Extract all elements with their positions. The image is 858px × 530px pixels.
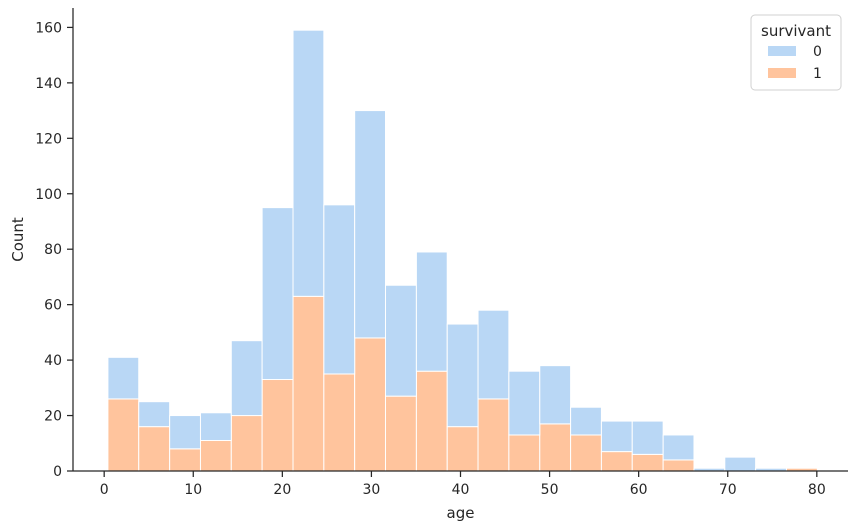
bar-survivant-1-bin-15 [570,434,602,472]
bar-survivant-0-bin-1 [138,401,171,428]
x-tick-label: 20 [273,482,291,498]
bar-survivant-0-bin-10 [415,251,448,372]
x-tick-label: 40 [452,482,470,498]
y-tick-label: 120 [35,131,62,147]
bar-survivant-0-bin-20 [724,456,757,472]
x-tick-label: 80 [808,482,826,498]
bar-survivant-0-bin-13 [508,370,541,436]
bar-survivant-1-bin-14 [539,423,572,472]
bar-survivant-0-bin-4 [230,340,263,417]
bar-survivant-0-bin-14 [539,365,572,425]
legend-swatch-1 [768,68,796,78]
bar-survivant-1-bin-8 [354,337,386,472]
bar-survivant-1-bin-0 [107,398,140,472]
bar-survivant-1-bin-6 [292,295,325,472]
y-tick-label: 140 [35,76,62,92]
bar-survivant-1-bin-7 [323,373,356,472]
x-tick-label: 60 [630,482,648,498]
bar-survivant-1-bin-13 [508,434,541,472]
bar-survivant-0-bin-2 [169,415,201,450]
bar-survivant-0-bin-17 [631,420,664,455]
y-tick-label: 60 [44,298,62,314]
bar-survivant-0-bin-16 [600,420,633,453]
y-tick-label: 80 [44,242,62,258]
bar-survivant-0-bin-9 [384,284,417,397]
bar-survivant-0-bin-8 [354,110,386,339]
bar-survivant-0-bin-12 [477,309,510,400]
y-tick-label: 40 [44,353,62,369]
y-tick-label: 0 [53,464,62,480]
legend-label-1: 1 [813,66,822,82]
legend: survivant 01 [750,14,842,91]
bar-survivant-0-bin-6 [292,29,325,297]
legend-items: 01 [768,44,822,82]
bar-survivant-0-bin-7 [323,204,356,375]
bar-survivant-1-bin-16 [600,451,633,472]
y-tick-label: 20 [44,409,62,425]
y-tick-label: 160 [35,20,62,36]
x-axis-label: age [447,504,475,522]
bar-survivant-1-bin-18 [662,459,695,472]
y-tick-label: 100 [35,187,62,203]
bar-survivant-0-bin-5 [261,207,294,381]
bar-survivant-1-bin-2 [169,448,201,472]
bar-survivant-1-bin-1 [138,426,171,472]
x-tick-label: 0 [100,482,109,498]
legend-title: survivant [761,22,831,40]
bar-survivant-1-bin-10 [415,370,448,472]
bar-survivant-0-bin-11 [446,323,479,428]
bar-survivant-0-bin-18 [662,434,695,461]
x-tick-label: 10 [184,482,202,498]
bar-survivant-1-bin-5 [261,379,294,472]
histogram-bars [107,29,818,472]
y-axis-label: Count [9,217,27,262]
legend-label-0: 0 [813,44,822,60]
bar-survivant-1-bin-12 [477,398,510,472]
bar-survivant-1-bin-11 [446,426,479,472]
bar-survivant-1-bin-9 [384,395,417,472]
bar-survivant-0-bin-3 [199,412,232,442]
bar-survivant-0-bin-0 [107,356,140,400]
bar-survivant-1-bin-17 [631,453,664,472]
x-tick-label: 70 [719,482,737,498]
x-tick-label: 50 [541,482,559,498]
bar-survivant-1-bin-3 [199,440,232,472]
bar-survivant-0-bin-15 [570,406,602,436]
x-tick-label: 30 [363,482,381,498]
legend-swatch-0 [768,46,796,56]
bar-survivant-1-bin-4 [230,415,263,472]
